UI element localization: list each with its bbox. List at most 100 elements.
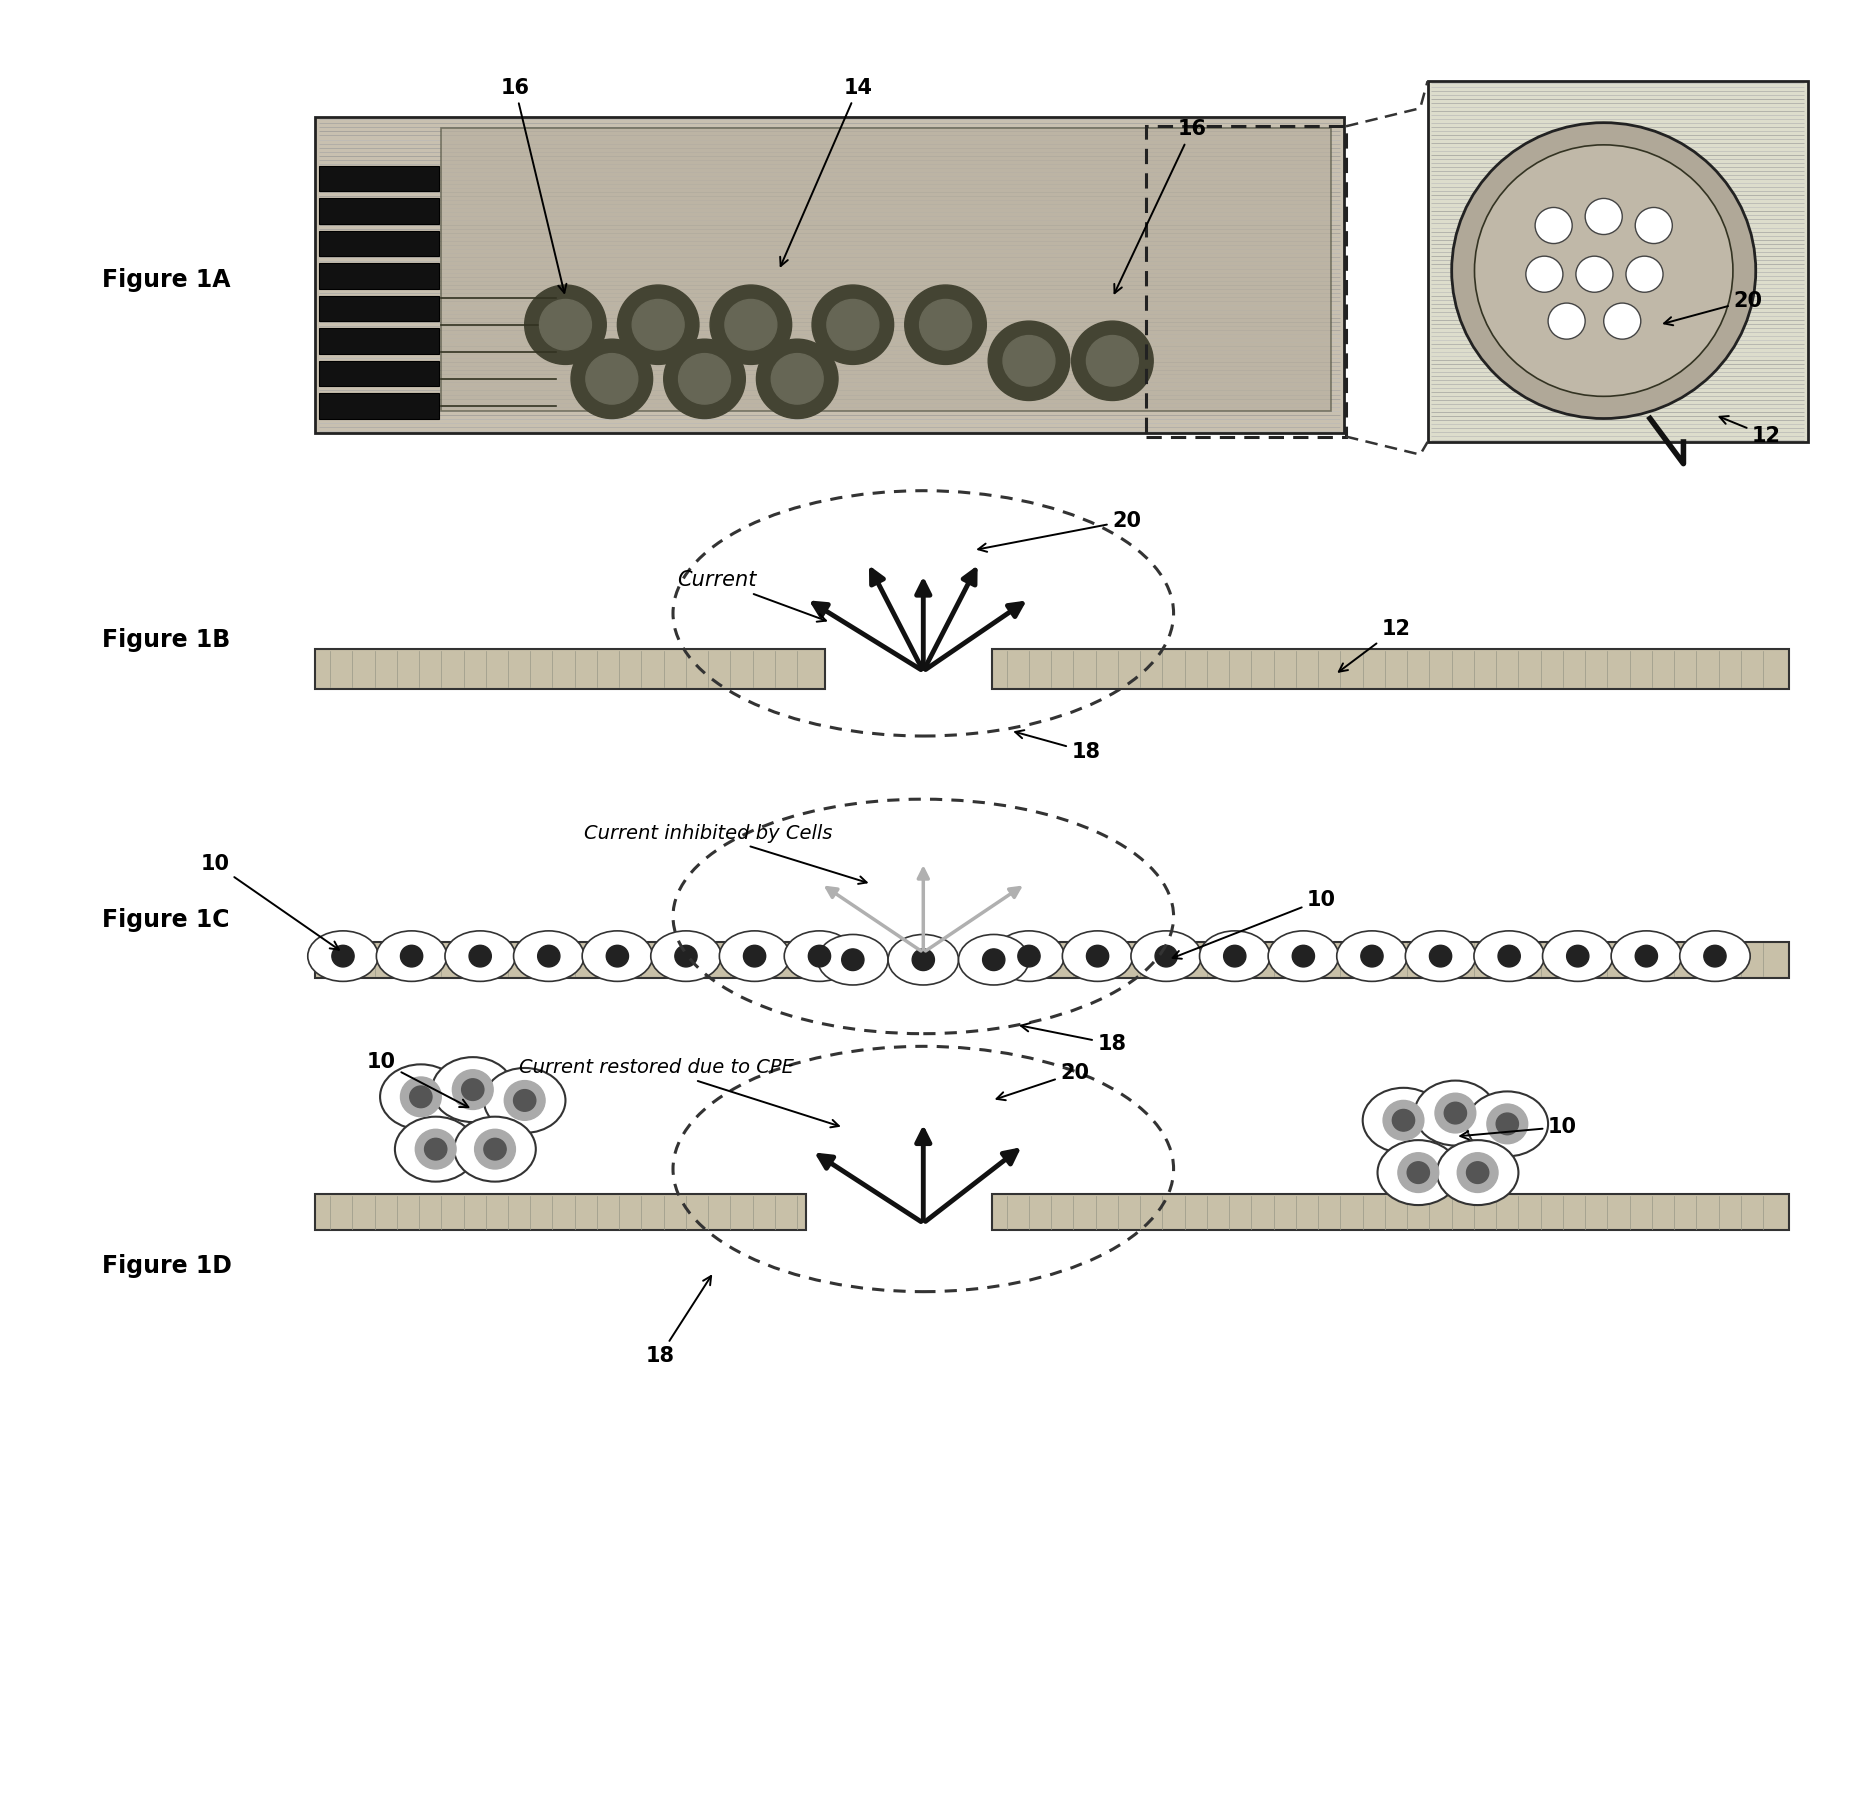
- Circle shape: [1635, 945, 1657, 967]
- Circle shape: [1567, 945, 1589, 967]
- Text: Figure 1C: Figure 1C: [102, 907, 230, 933]
- Circle shape: [606, 945, 629, 967]
- Text: Figure 1B: Figure 1B: [102, 628, 230, 653]
- Circle shape: [1585, 198, 1622, 235]
- Circle shape: [1498, 945, 1520, 967]
- Circle shape: [504, 1081, 545, 1120]
- Circle shape: [617, 285, 699, 364]
- Circle shape: [1457, 1153, 1498, 1192]
- Circle shape: [469, 945, 491, 967]
- Ellipse shape: [888, 934, 959, 985]
- Circle shape: [1072, 321, 1153, 400]
- Circle shape: [756, 339, 838, 419]
- Bar: [992, 1194, 1789, 1230]
- Circle shape: [484, 1138, 506, 1160]
- Ellipse shape: [1268, 931, 1339, 981]
- Ellipse shape: [395, 1117, 476, 1182]
- Circle shape: [1604, 303, 1641, 339]
- Circle shape: [1535, 207, 1572, 244]
- Ellipse shape: [719, 931, 790, 981]
- Circle shape: [1548, 303, 1585, 339]
- Circle shape: [1474, 144, 1733, 397]
- Circle shape: [1487, 1104, 1528, 1144]
- Circle shape: [1576, 256, 1613, 292]
- Text: 10: 10: [1172, 889, 1337, 958]
- Text: 16: 16: [501, 78, 567, 292]
- Text: 18: 18: [1016, 731, 1101, 761]
- Ellipse shape: [308, 931, 378, 981]
- Text: 12: 12: [1339, 619, 1411, 671]
- Circle shape: [400, 945, 423, 967]
- Circle shape: [743, 945, 766, 967]
- Text: 10: 10: [200, 853, 339, 949]
- Bar: [319, 296, 439, 321]
- Circle shape: [808, 945, 831, 967]
- Circle shape: [983, 949, 1005, 971]
- Circle shape: [1452, 123, 1756, 419]
- Circle shape: [1086, 336, 1138, 386]
- Ellipse shape: [1680, 931, 1750, 981]
- Bar: [1146, 126, 1346, 437]
- Circle shape: [538, 945, 560, 967]
- Bar: [441, 128, 1331, 411]
- Ellipse shape: [484, 1068, 565, 1133]
- Circle shape: [679, 354, 730, 404]
- Text: 10: 10: [1461, 1117, 1578, 1140]
- Circle shape: [400, 1077, 441, 1117]
- Circle shape: [425, 1138, 447, 1160]
- Circle shape: [1429, 945, 1452, 967]
- Circle shape: [905, 285, 986, 364]
- Bar: [319, 198, 439, 224]
- Circle shape: [771, 354, 823, 404]
- Bar: [319, 231, 439, 256]
- Text: 18: 18: [1022, 1023, 1127, 1054]
- Ellipse shape: [1363, 1088, 1444, 1153]
- Circle shape: [1467, 1162, 1489, 1183]
- Circle shape: [1392, 1109, 1415, 1131]
- Circle shape: [1224, 945, 1246, 967]
- Ellipse shape: [1437, 1140, 1518, 1205]
- Ellipse shape: [1611, 931, 1682, 981]
- Ellipse shape: [1131, 931, 1201, 981]
- Ellipse shape: [994, 931, 1064, 981]
- Circle shape: [1398, 1153, 1439, 1192]
- Circle shape: [725, 299, 777, 350]
- Circle shape: [1361, 945, 1383, 967]
- Text: Current inhibited by Cells: Current inhibited by Cells: [584, 824, 866, 884]
- Ellipse shape: [582, 931, 653, 981]
- Bar: [992, 942, 1789, 978]
- Circle shape: [540, 299, 591, 350]
- Circle shape: [525, 285, 606, 364]
- Circle shape: [710, 285, 792, 364]
- Circle shape: [410, 1086, 432, 1108]
- Ellipse shape: [445, 931, 515, 981]
- Text: 12: 12: [1719, 417, 1782, 446]
- Text: 20: 20: [1665, 290, 1763, 325]
- Circle shape: [1435, 1093, 1476, 1133]
- Text: Current: Current: [677, 570, 825, 622]
- Circle shape: [664, 339, 745, 419]
- Ellipse shape: [454, 1117, 536, 1182]
- Text: 10: 10: [367, 1052, 469, 1108]
- Ellipse shape: [651, 931, 721, 981]
- Circle shape: [462, 1079, 484, 1100]
- Circle shape: [415, 1129, 456, 1169]
- Ellipse shape: [432, 1057, 514, 1122]
- Ellipse shape: [1474, 931, 1544, 981]
- Circle shape: [1086, 945, 1109, 967]
- Circle shape: [332, 945, 354, 967]
- Text: 14: 14: [781, 78, 873, 265]
- Circle shape: [1496, 1113, 1518, 1135]
- Circle shape: [988, 321, 1070, 400]
- Circle shape: [514, 1090, 536, 1111]
- Ellipse shape: [380, 1064, 462, 1129]
- Circle shape: [920, 299, 971, 350]
- Circle shape: [1292, 945, 1314, 967]
- Bar: [315, 117, 1344, 433]
- Ellipse shape: [376, 931, 447, 981]
- Ellipse shape: [959, 934, 1029, 985]
- Ellipse shape: [1200, 931, 1270, 981]
- Ellipse shape: [1337, 931, 1407, 981]
- Bar: [992, 649, 1789, 689]
- Bar: [315, 649, 825, 689]
